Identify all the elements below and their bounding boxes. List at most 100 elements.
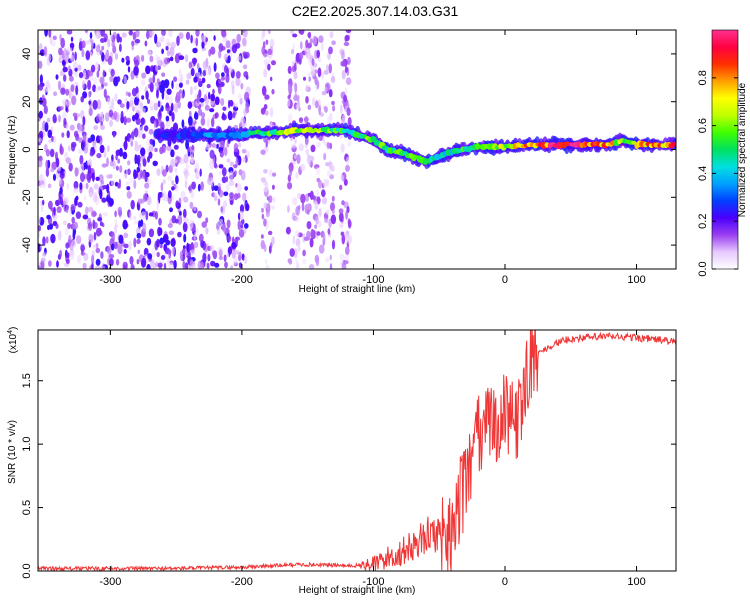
noise-blob	[233, 170, 237, 176]
noise-blob	[114, 241, 118, 250]
noise-blob	[71, 95, 77, 106]
snr-ylabel: SNR (10 * v/v)	[7, 420, 18, 484]
noise-blob	[65, 258, 70, 265]
noise-blob	[321, 189, 326, 198]
noise-blob	[271, 236, 275, 245]
noise-blob	[203, 94, 207, 101]
noise-blob	[263, 218, 267, 227]
noise-blob	[197, 260, 202, 269]
noise-blob	[183, 153, 189, 164]
y-tick-label: 0.0	[21, 563, 33, 578]
noise-blob	[318, 179, 323, 189]
noise-blob	[166, 145, 172, 152]
noise-blob	[157, 38, 161, 47]
noise-blob	[131, 40, 135, 47]
noise-blob	[238, 93, 242, 100]
noise-blob	[160, 255, 166, 260]
noise-blob	[49, 148, 55, 158]
noise-blob	[271, 205, 276, 210]
noise-blob	[345, 210, 348, 220]
noise-blob	[310, 61, 316, 72]
noise-blob	[101, 197, 107, 203]
noise-blob	[66, 130, 70, 139]
noise-blob	[318, 35, 324, 43]
noise-blob	[205, 227, 209, 235]
noise-blob	[135, 98, 139, 106]
snr-multiplier: (x104)	[7, 327, 19, 354]
noise-blob	[177, 231, 182, 238]
noise-blob	[115, 149, 121, 156]
noise-blob	[235, 77, 241, 87]
noise-blob	[294, 229, 300, 238]
noise-blob	[321, 197, 328, 205]
noise-blob	[157, 100, 161, 108]
noise-blob	[44, 30, 48, 37]
noise-blob	[125, 55, 130, 62]
noise-blob	[143, 247, 149, 257]
noise-blob	[69, 75, 74, 82]
noise-blob	[207, 253, 211, 262]
noise-blob	[316, 189, 320, 197]
noise-blob	[100, 265, 106, 269]
noise-blob	[331, 239, 336, 250]
noise-blob	[82, 91, 88, 99]
noise-blob	[57, 230, 62, 241]
noise-blob	[65, 106, 68, 112]
noise-blob	[221, 76, 225, 81]
noise-blob	[213, 62, 217, 72]
noise-blob	[190, 249, 195, 256]
noise-blob	[263, 68, 268, 78]
noise-blob	[340, 174, 345, 182]
noise-blob	[131, 87, 137, 97]
noise-blob	[150, 106, 154, 111]
noise-blob	[137, 249, 141, 254]
noise-blob	[130, 140, 134, 147]
noise-blob	[145, 90, 149, 100]
noise-blob	[107, 246, 112, 255]
noise-blob	[87, 79, 92, 91]
noise-blob	[66, 100, 72, 107]
noise-blob	[215, 112, 219, 118]
colorbar-axis: 0.0 0.2 0.4 0.6 0.8	[697, 70, 738, 277]
noise-blob	[95, 61, 99, 71]
noise-blob	[136, 259, 140, 265]
noise-blob	[198, 80, 203, 88]
noise-blob	[345, 30, 352, 34]
noise-blob	[136, 166, 141, 173]
spectrogram-x-axis: -300 -200 -100 0 100	[99, 30, 646, 286]
noise-blob	[65, 205, 69, 214]
noise-blob	[59, 171, 65, 180]
noise-blob	[348, 219, 352, 228]
noise-blob	[167, 175, 172, 182]
noise-blob	[272, 184, 275, 190]
noise-blob	[239, 204, 245, 213]
noise-blob	[142, 222, 147, 233]
noise-blob	[292, 235, 296, 245]
noise-blob	[225, 40, 231, 49]
noise-blob	[162, 169, 167, 177]
noise-blob	[261, 46, 265, 55]
noise-blob	[267, 195, 273, 204]
noise-blob	[146, 137, 150, 148]
spectrogram-ylabel: Frequency (Hz)	[7, 116, 18, 185]
noise-blob	[322, 232, 326, 243]
x-tick-label: 100	[627, 576, 645, 588]
noise-blob	[235, 157, 239, 167]
noise-blob	[109, 105, 115, 111]
noise-blob	[112, 45, 117, 54]
noise-blob	[201, 77, 206, 84]
snr-multiplier-exp: 4	[7, 330, 14, 334]
noise-blob	[218, 171, 222, 176]
noise-blob	[92, 195, 98, 203]
noise-blob	[183, 196, 189, 203]
noise-blob	[268, 230, 273, 236]
noise-blob	[340, 60, 346, 67]
noise-blob	[293, 71, 298, 80]
noise-blob	[49, 36, 53, 45]
noise-blob	[77, 122, 83, 133]
noise-blob	[285, 226, 291, 235]
noise-blob	[305, 96, 309, 104]
spectrogram-xlabel: Height of straight line (km)	[299, 284, 416, 295]
noise-blob	[112, 132, 116, 138]
noise-blob	[183, 208, 187, 219]
